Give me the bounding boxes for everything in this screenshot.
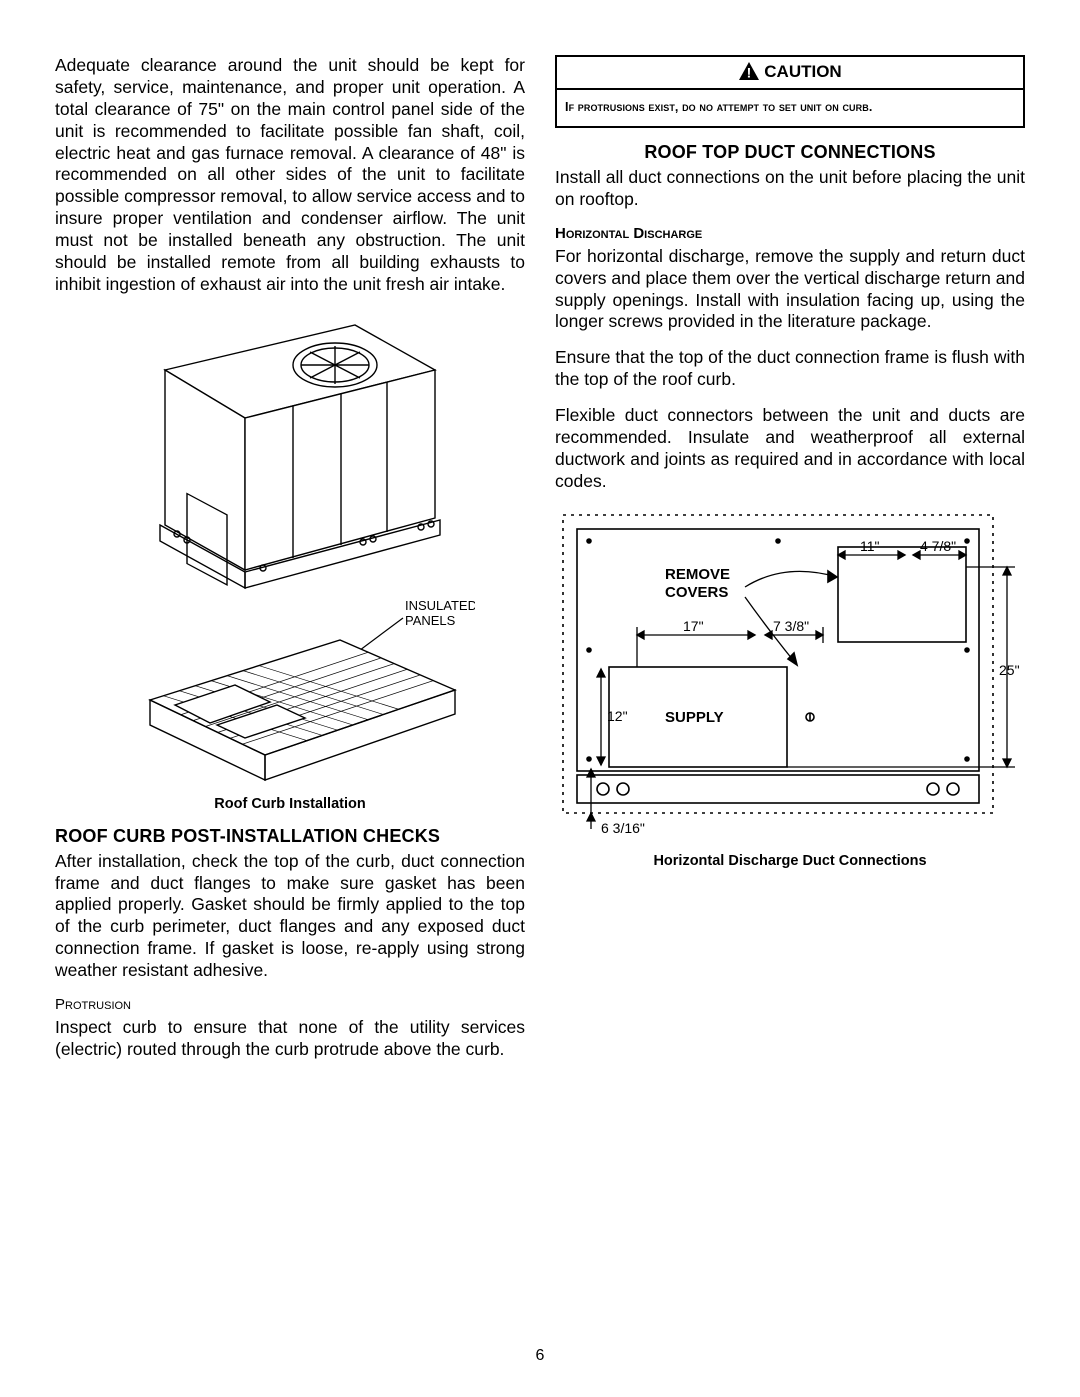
page-number: 6 xyxy=(0,1347,1080,1365)
remove-label-1: REMOVE xyxy=(665,566,730,583)
dim-11: 11" xyxy=(860,538,880,554)
left-column: Adequate clearance around the unit shoul… xyxy=(55,55,525,1075)
caution-box: ! CAUTION If protrusions exist, do no at… xyxy=(555,55,1025,128)
caution-label: CAUTION xyxy=(764,62,841,81)
dim-25: 25" xyxy=(999,662,1020,678)
protrusion-para: Inspect curb to ensure that none of the … xyxy=(55,1017,525,1061)
warning-icon: ! xyxy=(738,61,760,81)
post-checks-title: ROOF CURB POST-INSTALLATION CHECKS xyxy=(55,826,525,847)
dim-6316: 6 3/16" xyxy=(601,820,645,836)
dim-478: 4 7/8" xyxy=(920,538,956,554)
right-column: ! CAUTION If protrusions exist, do no at… xyxy=(555,55,1025,1075)
horiz-para-2: Ensure that the top of the duct connecti… xyxy=(555,347,1025,391)
supply-label: SUPPLY xyxy=(665,709,724,726)
dim-12: 12" xyxy=(607,708,628,724)
horiz-para-1: For horizontal discharge, remove the sup… xyxy=(555,246,1025,334)
remove-label-2: COVERS xyxy=(665,584,728,601)
insulated-panels-label2: PANELS xyxy=(405,613,456,628)
rooftop-intro: Install all duct connections on the unit… xyxy=(555,167,1025,211)
protrusion-heading: Protrusion xyxy=(55,996,525,1013)
roof-curb-caption: Roof Curb Installation xyxy=(55,796,525,812)
roof-curb-figure: INSULATED PANELS xyxy=(55,310,525,790)
svg-text:!: ! xyxy=(747,65,752,81)
duct-figure: REMOVE COVERS SUPPLY 11" 4 7/8" xyxy=(555,507,1025,869)
horiz-para-3: Flexible duct connectors between the uni… xyxy=(555,405,1025,493)
dim-17: 17" xyxy=(683,618,704,634)
caution-body: If protrusions exist, do no attempt to s… xyxy=(557,90,1023,126)
post-checks-para: After installation, check the top of the… xyxy=(55,851,525,982)
rooftop-title: ROOF TOP DUCT CONNECTIONS xyxy=(555,142,1025,163)
clearance-paragraph: Adequate clearance around the unit shoul… xyxy=(55,55,525,296)
horiz-discharge-heading: Horizontal Discharge xyxy=(555,225,1025,242)
duct-svg: REMOVE COVERS SUPPLY 11" 4 7/8" xyxy=(555,507,1025,847)
duct-caption: Horizontal Discharge Duct Connections xyxy=(653,853,926,869)
caution-header: ! CAUTION xyxy=(557,57,1023,90)
dim-738: 7 3/8" xyxy=(773,618,809,634)
insulated-panels-label1: INSULATED xyxy=(405,598,475,613)
roof-curb-svg: INSULATED PANELS xyxy=(105,310,475,790)
